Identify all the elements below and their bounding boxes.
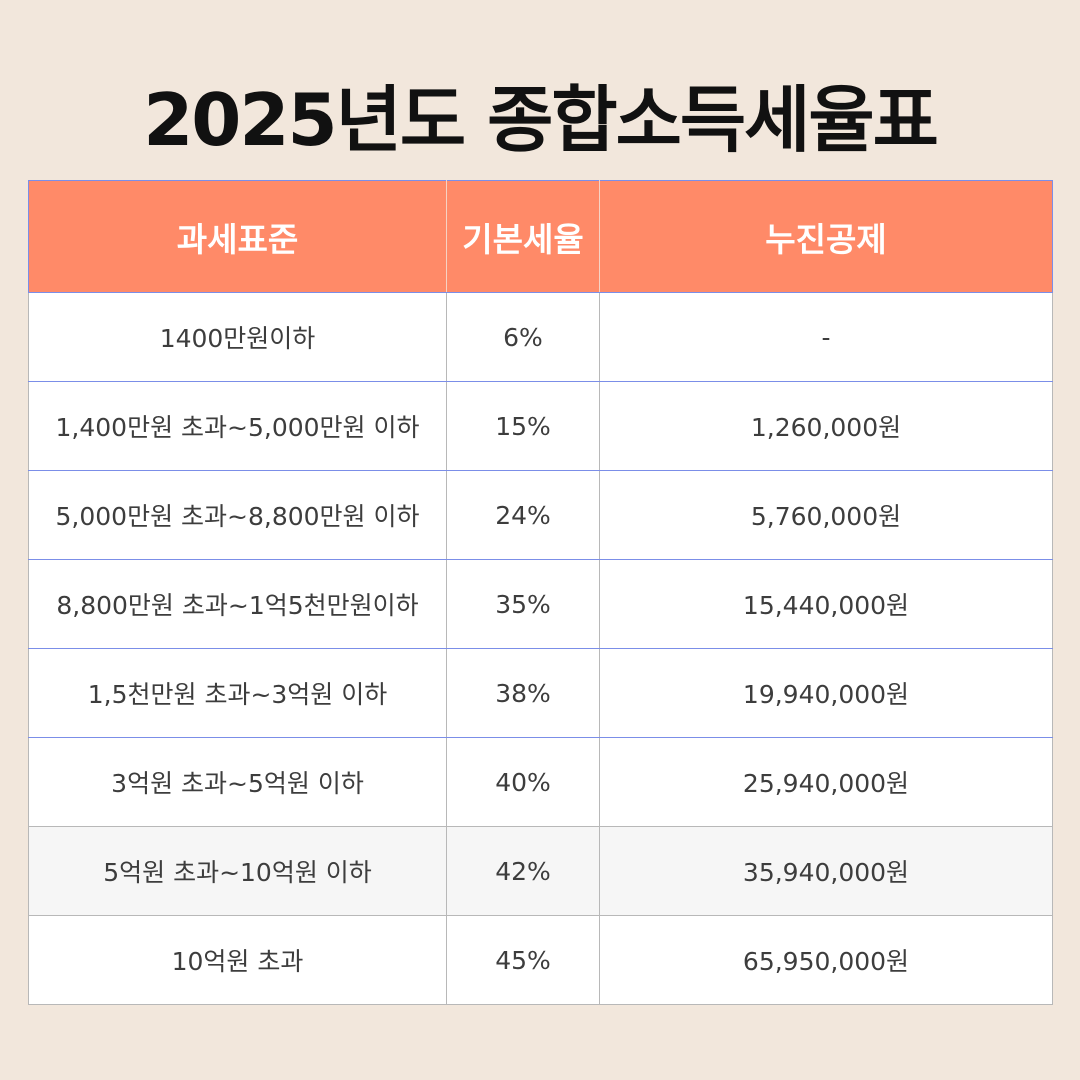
tax-rate-cell: 40% — [446, 737, 600, 827]
deduction-cell: - — [599, 292, 1053, 382]
tax-rate-cell: 35% — [446, 559, 600, 649]
tax-rate-cell: 6% — [446, 292, 600, 382]
tax-rate-cell: 45% — [446, 915, 600, 1005]
tax-bracket-cell: 1,400만원 초과~5,000만원 이하 — [28, 381, 447, 471]
deduction-cell: 5,760,000원 — [599, 470, 1053, 560]
tax-rate-cell: 38% — [446, 648, 600, 738]
tax-bracket-cell: 8,800만원 초과~1억5천만원이하 — [28, 559, 447, 649]
table-row: 5,000만원 초과~8,800만원 이하 24% 5,760,000원 — [28, 470, 1053, 560]
tax-bracket-cell: 5,000만원 초과~8,800만원 이하 — [28, 470, 447, 560]
tax-rate-cell: 15% — [446, 381, 600, 471]
tax-bracket-cell: 1,5천만원 초과~3억원 이하 — [28, 648, 447, 738]
table-row: 10억원 초과 45% 65,950,000원 — [28, 915, 1053, 1005]
deduction-cell: 1,260,000원 — [599, 381, 1053, 471]
table-row: 1400만원이하 6% - — [28, 292, 1053, 382]
deduction-cell: 19,940,000원 — [599, 648, 1053, 738]
tax-rate-cell: 24% — [446, 470, 600, 560]
table-row: 1,400만원 초과~5,000만원 이하 15% 1,260,000원 — [28, 381, 1053, 471]
header-progressive-deduction: 누진공제 — [599, 180, 1053, 293]
tax-bracket-cell: 5억원 초과~10억원 이하 — [28, 826, 447, 916]
table-header-row: 과세표준 기본세율 누진공제 — [28, 180, 1053, 293]
table-row: 1,5천만원 초과~3억원 이하 38% 19,940,000원 — [28, 648, 1053, 738]
deduction-cell: 35,940,000원 — [599, 826, 1053, 916]
deduction-cell: 15,440,000원 — [599, 559, 1053, 649]
table-row: 8,800만원 초과~1억5천만원이하 35% 15,440,000원 — [28, 559, 1053, 649]
table-row: 5억원 초과~10억원 이하 42% 35,940,000원 — [28, 826, 1053, 916]
header-tax-base: 과세표준 — [28, 180, 447, 293]
deduction-cell: 65,950,000원 — [599, 915, 1053, 1005]
tax-rate-cell: 42% — [446, 826, 600, 916]
header-basic-rate: 기본세율 — [446, 180, 600, 293]
table-row: 3억원 초과~5억원 이하 40% 25,940,000원 — [28, 737, 1053, 827]
page-title: 2025년도 종합소득세율표 — [143, 78, 939, 162]
deduction-cell: 25,940,000원 — [599, 737, 1053, 827]
tax-rate-table: 과세표준 기본세율 누진공제 1400만원이하 6% - 1,400만원 초과~… — [28, 180, 1053, 1005]
tax-bracket-cell: 10억원 초과 — [28, 915, 447, 1005]
tax-bracket-cell: 3억원 초과~5억원 이하 — [28, 737, 447, 827]
tax-bracket-cell: 1400만원이하 — [28, 292, 447, 382]
